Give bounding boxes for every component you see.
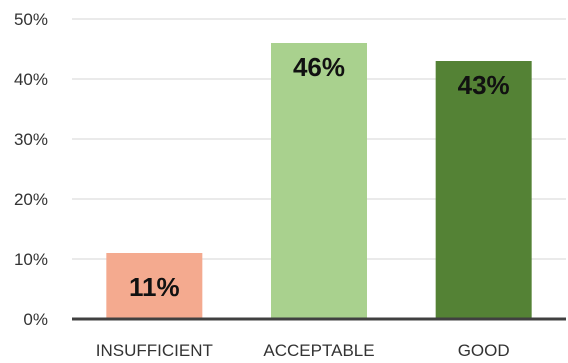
data-labels: 11% 46% 43% (129, 52, 510, 302)
bar-insufficient (106, 253, 203, 319)
y-tick-label: 50% (14, 10, 48, 29)
data-label-acceptable: 46% (293, 52, 345, 82)
y-axis-ticks: 0% 10% 20% 30% 40% 50% (14, 10, 48, 329)
y-tick-label: 30% (14, 130, 48, 149)
bar-acceptable (271, 43, 367, 319)
y-tick-label: 40% (14, 70, 48, 89)
x-axis-categories: INSUFFICIENT ACCEPTABLE GOOD (96, 341, 510, 360)
data-label-good: 43% (458, 70, 510, 100)
y-tick-label: 20% (14, 190, 48, 209)
data-label-insufficient: 11% (129, 272, 180, 302)
y-tick-label: 10% (14, 250, 48, 269)
y-tick-label: 0% (23, 310, 48, 329)
category-label-good: GOOD (458, 341, 510, 360)
bars (106, 43, 532, 319)
category-label-acceptable: ACCEPTABLE (263, 341, 374, 360)
category-label-insufficient: INSUFFICIENT (96, 341, 213, 360)
bar-good (435, 61, 532, 319)
